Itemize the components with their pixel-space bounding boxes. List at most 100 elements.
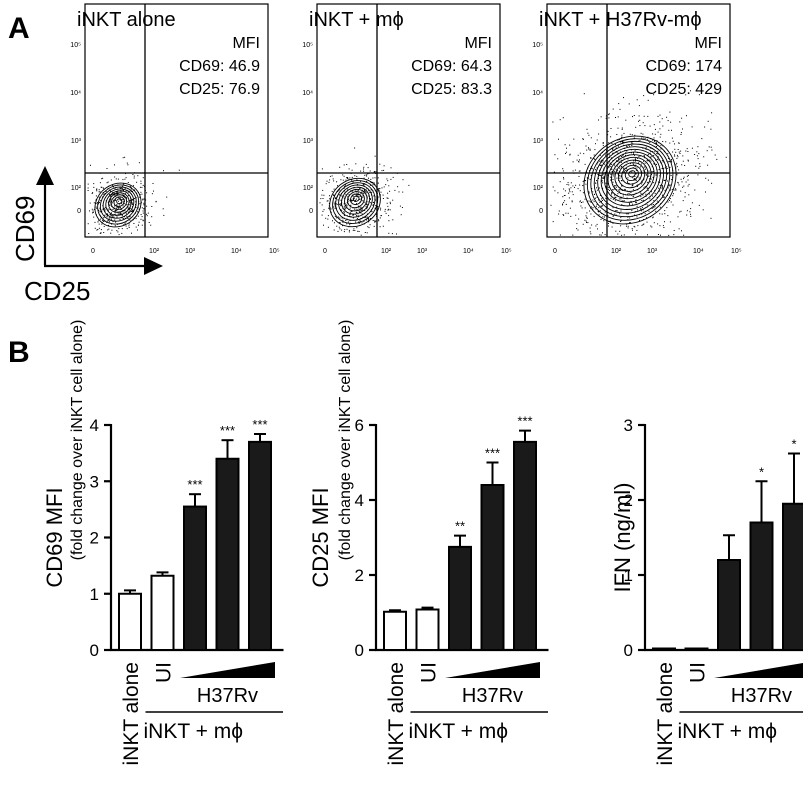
event-dot [608,113,610,115]
event-dot [371,211,373,213]
event-dot [344,202,346,204]
event-dot [617,163,619,165]
event-dot [123,212,125,214]
event-dot [608,154,610,156]
event-dot [629,193,631,195]
event-dot [588,147,589,149]
event-dot [573,138,575,140]
event-dot [389,203,391,205]
event-dot [572,194,574,196]
event-dot [628,202,630,203]
event-dot [117,178,119,180]
event-dot [339,194,341,196]
event-dot [372,190,374,192]
event-dot [353,198,355,200]
event-dot [636,167,638,169]
event-dot [323,194,325,196]
event-dot [100,229,102,231]
event-dot [608,117,610,119]
event-dot [617,233,619,235]
event-dot [610,157,612,159]
event-dot [563,214,565,216]
event-dot [107,188,109,190]
event-dot [109,200,111,202]
event-dot [659,121,661,123]
event-dot [642,224,644,226]
event-dot [121,215,123,217]
event-dot [340,199,342,201]
event-dot [589,149,591,151]
event-dot [662,196,664,198]
event-dot [565,151,567,153]
event-dot [582,192,584,194]
event-dot [666,173,668,175]
event-dot [617,116,619,118]
event-dot [613,173,615,175]
event-dot [345,191,347,193]
event-dot [621,185,623,187]
event-dot [596,139,598,141]
event-dot [602,182,604,184]
event-dot [577,229,579,231]
event-dot [627,144,629,146]
event-dot [114,205,116,207]
event-dot [616,210,618,212]
event-dot [661,213,663,215]
event-dot [326,180,328,182]
event-dot [638,105,640,107]
event-dot [625,119,627,121]
event-dot [368,177,369,179]
event-dot [670,201,672,203]
event-dot [372,177,374,179]
event-dot [604,172,606,174]
event-dot [594,149,596,151]
event-dot [351,211,353,212]
event-dot [123,203,125,205]
event-dot [620,189,622,191]
event-dot [631,228,633,230]
event-dot [374,184,376,186]
event-dot [110,179,112,181]
x-label-inkt-alone: iNKT alone [120,662,143,766]
flow-x-tick: 10² [611,248,622,255]
event-dot [359,201,361,203]
event-dot [644,165,646,167]
event-dot [590,168,591,170]
event-dot [621,137,623,139]
event-dot [630,142,632,144]
event-dot [101,210,103,212]
contour-ring [586,138,674,221]
event-dot [119,187,121,189]
event-dot [571,201,573,203]
event-dot [117,192,118,194]
event-dot [127,208,129,210]
event-dot [650,178,652,180]
event-dot [581,207,583,209]
event-dot [587,177,589,179]
event-dot [627,190,628,192]
event-dot [611,192,613,194]
event-dot [356,194,358,196]
event-dot [612,189,614,191]
event-dot [137,206,139,208]
event-dot [126,228,128,230]
event-dot [105,191,107,192]
event-dot [570,215,572,217]
event-dot [374,171,375,173]
event-dot [376,172,378,174]
event-dot [116,209,118,211]
event-dot [352,214,354,216]
event-dot [343,175,345,177]
event-dot [370,209,372,211]
event-dot [606,150,607,152]
event-dot [584,172,586,174]
event-dot [620,196,622,198]
event-dot [349,211,351,213]
event-dot [669,199,670,201]
event-dot [394,189,396,191]
event-dot [626,223,628,225]
event-dot [677,182,679,184]
y-tick-label: 2 [624,491,633,510]
event-dot [95,199,97,201]
event-dot [374,207,376,209]
